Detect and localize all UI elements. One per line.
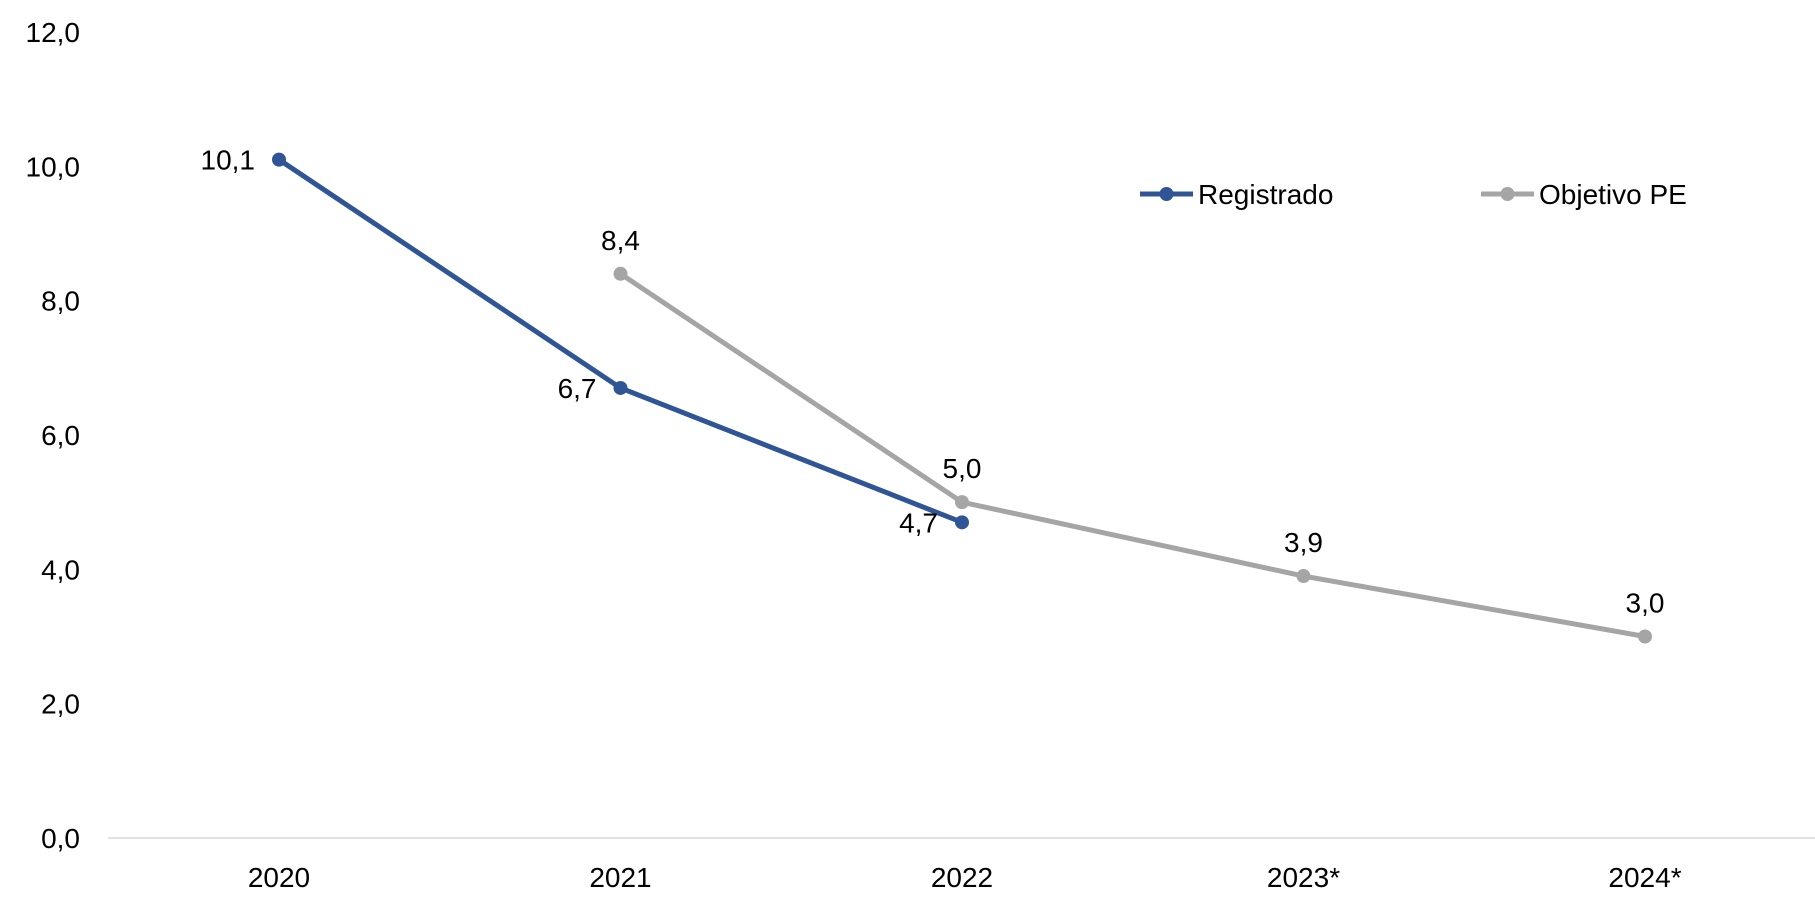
data-point — [613, 380, 628, 395]
y-tick-label: 10,0 — [26, 151, 81, 182]
data-point — [272, 152, 286, 167]
legend-label: Registrado — [1198, 179, 1333, 210]
x-tick-label: 2022 — [931, 862, 993, 893]
data-point — [613, 266, 628, 281]
plot-area: 8,4 5,0 3,9 3,0 10,1 6,7 4,7 — [201, 145, 1664, 644]
x-tick-label: 2024* — [1608, 862, 1681, 893]
series-registrado: 10,1 6,7 4,7 — [201, 145, 969, 538]
y-tick-label: 12,0 — [26, 17, 81, 48]
data-label: 10,1 — [201, 145, 256, 176]
x-tick-label: 2023* — [1267, 862, 1340, 893]
data-label: 4,7 — [899, 507, 938, 538]
legend-marker — [1500, 187, 1515, 201]
data-point — [1638, 629, 1652, 644]
data-label: 3,0 — [1626, 588, 1665, 619]
legend-item: Registrado — [1140, 179, 1333, 210]
data-point — [955, 515, 969, 530]
data-label: 8,4 — [601, 225, 640, 256]
series-line — [618, 271, 1648, 639]
data-label: 5,0 — [943, 453, 982, 484]
legend: Registrado Objetivo PE — [1140, 179, 1687, 210]
legend-label: Objetivo PE — [1539, 179, 1687, 210]
x-tick-label: 2020 — [248, 862, 310, 893]
y-tick-label: 8,0 — [41, 286, 80, 317]
y-axis: 0,0 2,0 4,0 6,0 8,0 10,0 12,0 — [26, 17, 81, 854]
y-tick-label: 6,0 — [41, 420, 80, 451]
y-tick-label: 4,0 — [41, 554, 80, 585]
legend-marker — [1159, 187, 1174, 201]
y-tick-label: 0,0 — [41, 823, 80, 854]
series-line — [276, 157, 965, 525]
data-label: 6,7 — [558, 373, 597, 404]
data-label: 3,9 — [1284, 527, 1323, 558]
legend-item: Objetivo PE — [1481, 179, 1687, 210]
series-objetivo-pe: 8,4 5,0 3,9 3,0 — [601, 225, 1664, 644]
data-point — [955, 495, 969, 510]
x-tick-label: 2021 — [589, 862, 651, 893]
data-point — [1296, 569, 1311, 584]
y-tick-label: 2,0 — [41, 689, 80, 720]
x-axis: 2020 2021 2022 2023* 2024* — [108, 837, 1815, 893]
